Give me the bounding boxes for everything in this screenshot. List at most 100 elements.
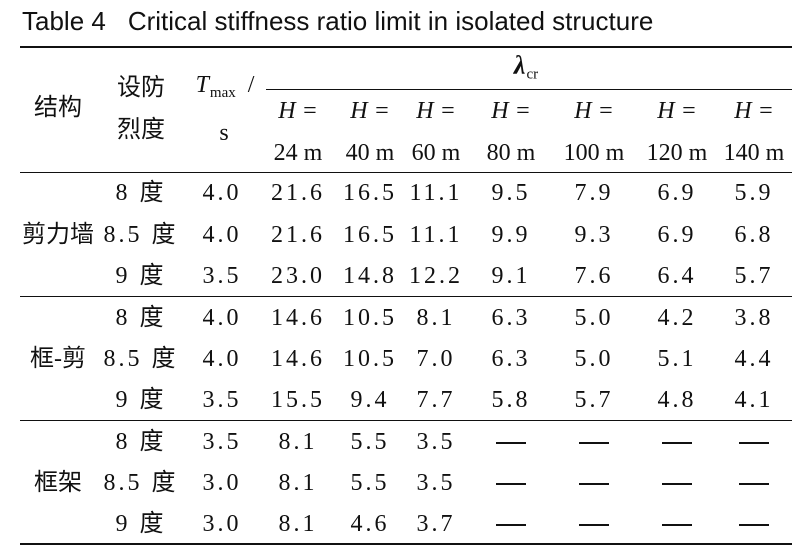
table-caption: Table 4 Critical stiffness ratio limit in… bbox=[22, 6, 792, 36]
lambda-value-cell: 4.1 bbox=[734, 387, 774, 413]
lambda-value-cell bbox=[496, 469, 526, 497]
header-height-symbol: H = bbox=[491, 98, 531, 124]
intensity-cell: 9 度 bbox=[115, 263, 167, 289]
header-height-symbol: H = bbox=[574, 98, 614, 124]
table-number: Table 4 bbox=[22, 6, 106, 36]
lambda-value-cell: 8.1 bbox=[416, 305, 456, 331]
lambda-value-cell: 5.5 bbox=[350, 470, 390, 496]
not-applicable-dash bbox=[739, 442, 769, 445]
lambda-value-cell: 3.8 bbox=[734, 305, 774, 331]
lambda-value-cell bbox=[662, 510, 692, 538]
lambda-value-cell: 5.9 bbox=[734, 180, 774, 206]
structure-type: 剪力墙 bbox=[22, 222, 94, 248]
lambda-value-cell: 8.1 bbox=[278, 429, 318, 455]
tmax-cell: 3.5 bbox=[202, 387, 242, 413]
tmax-cell: 4.0 bbox=[202, 222, 242, 248]
lambda-value-cell: 12.2 bbox=[409, 263, 463, 289]
lambda-value-cell: 7.9 bbox=[574, 180, 614, 206]
tmax-slash: / bbox=[247, 72, 255, 98]
lambda-value-cell: 9.4 bbox=[350, 387, 390, 413]
intensity-cell: 9 度 bbox=[115, 387, 167, 413]
table-title: Critical stiffness ratio limit in isolat… bbox=[127, 6, 654, 36]
tmax-cell: 4.0 bbox=[202, 305, 242, 331]
lambda-value-cell: 5.1 bbox=[657, 346, 697, 372]
lambda-subscript: cr bbox=[526, 66, 539, 83]
bottom-rule bbox=[20, 543, 792, 545]
tmax-cell: 3.0 bbox=[202, 470, 242, 496]
intensity-cell: 8 度 bbox=[115, 429, 167, 455]
lambda-value-cell: 5.0 bbox=[574, 305, 614, 331]
lambda-value-cell: 3.5 bbox=[416, 470, 456, 496]
lambda-value-cell: 14.6 bbox=[271, 346, 325, 372]
lambda-value-cell: 4.2 bbox=[657, 305, 697, 331]
lambda-value-cell: 11.1 bbox=[409, 222, 463, 248]
not-applicable-dash bbox=[662, 483, 692, 486]
header-height-value: 140 m bbox=[723, 140, 785, 166]
not-applicable-dash bbox=[496, 442, 526, 445]
lambda-value-cell bbox=[662, 469, 692, 497]
lambda-value-cell: 14.8 bbox=[343, 263, 397, 289]
group-divider bbox=[20, 172, 792, 173]
lambda-value-cell: 3.5 bbox=[416, 429, 456, 455]
lambda-value-cell: 5.8 bbox=[491, 387, 531, 413]
intensity-cell: 8 度 bbox=[115, 180, 167, 206]
lambda-span-rule bbox=[266, 89, 792, 90]
lambda-value-cell: 7.7 bbox=[416, 387, 456, 413]
intensity-cell: 8 度 bbox=[115, 305, 167, 331]
lambda-value-cell bbox=[739, 428, 769, 456]
tmax-symbol: T bbox=[195, 72, 209, 98]
header-height-symbol: H = bbox=[734, 98, 774, 124]
lambda-value-cell: 9.5 bbox=[491, 180, 531, 206]
header-lambda: λcr bbox=[514, 51, 539, 89]
lambda-value-cell: 9.3 bbox=[574, 222, 614, 248]
header-height-value: 80 m bbox=[486, 140, 536, 166]
tmax-cell: 3.5 bbox=[202, 263, 242, 289]
intensity-cell: 8.5 度 bbox=[103, 346, 179, 372]
structure-type: 框架 bbox=[34, 470, 82, 496]
lambda-value-cell: 10.5 bbox=[343, 305, 397, 331]
header-intensity-line1: 设防 bbox=[117, 75, 165, 101]
lambda-value-cell: 9.1 bbox=[491, 263, 531, 289]
not-applicable-dash bbox=[496, 483, 526, 486]
intensity-cell: 8.5 度 bbox=[103, 470, 179, 496]
lambda-value-cell: 6.3 bbox=[491, 305, 531, 331]
not-applicable-dash bbox=[662, 442, 692, 445]
tmax-cell: 3.5 bbox=[202, 429, 242, 455]
lambda-value-cell bbox=[496, 510, 526, 538]
lambda-value-cell: 6.8 bbox=[734, 222, 774, 248]
group-divider bbox=[20, 420, 792, 421]
lambda-value-cell: 23.0 bbox=[271, 263, 325, 289]
lambda-value-cell: 7.0 bbox=[416, 346, 456, 372]
header-tmax-unit: s bbox=[219, 120, 229, 146]
header-structure: 结构 bbox=[34, 95, 82, 121]
not-applicable-dash bbox=[496, 524, 526, 527]
lambda-value-cell: 3.7 bbox=[416, 511, 456, 537]
lambda-value-cell: 8.1 bbox=[278, 511, 318, 537]
not-applicable-dash bbox=[579, 524, 609, 527]
lambda-value-cell: 6.3 bbox=[491, 346, 531, 372]
lambda-value-cell: 4.6 bbox=[350, 511, 390, 537]
lambda-value-cell: 8.1 bbox=[278, 470, 318, 496]
intensity-cell: 9 度 bbox=[115, 511, 167, 537]
lambda-value-cell: 6.9 bbox=[657, 180, 697, 206]
not-applicable-dash bbox=[579, 442, 609, 445]
lambda-value-cell: 14.6 bbox=[271, 305, 325, 331]
lambda-value-cell: 4.8 bbox=[657, 387, 697, 413]
tmax-subscript: max bbox=[209, 85, 236, 101]
lambda-value-cell bbox=[662, 428, 692, 456]
lambda-value-cell: 5.7 bbox=[734, 263, 774, 289]
not-applicable-dash bbox=[739, 524, 769, 527]
tmax-cell: 4.0 bbox=[202, 346, 242, 372]
header-height-value: 100 m bbox=[563, 140, 625, 166]
lambda-value-cell: 4.4 bbox=[734, 346, 774, 372]
lambda-value-cell: 6.4 bbox=[657, 263, 697, 289]
lambda-value-cell: 10.5 bbox=[343, 346, 397, 372]
lambda-value-cell: 21.6 bbox=[271, 180, 325, 206]
lambda-value-cell: 9.9 bbox=[491, 222, 531, 248]
lambda-value-cell bbox=[739, 510, 769, 538]
header-tmax: Tmax / bbox=[196, 71, 255, 107]
top-rule bbox=[20, 46, 792, 48]
tmax-cell: 3.0 bbox=[202, 511, 242, 537]
header-height-value: 24 m bbox=[273, 140, 323, 166]
lambda-value-cell: 5.7 bbox=[574, 387, 614, 413]
